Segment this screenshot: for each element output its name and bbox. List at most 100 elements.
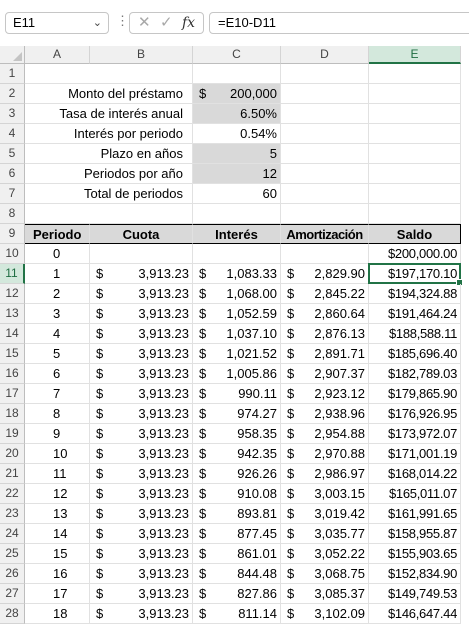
more-options-icon[interactable]: ⋮ <box>116 13 129 28</box>
column-title-periodo[interactable]: Periodo <box>25 224 90 244</box>
row-header[interactable]: 12 <box>0 284 25 304</box>
saldo-cell[interactable]: $161,991.65 <box>369 504 461 524</box>
row-header[interactable]: 13 <box>0 304 25 324</box>
periodo-cell[interactable]: 11 <box>25 464 90 484</box>
periodo-cell[interactable]: 10 <box>25 444 90 464</box>
empty-cell[interactable] <box>369 204 461 224</box>
row-header[interactable]: 4 <box>0 124 25 144</box>
cuota-cell[interactable]: $3,913.23 <box>90 344 193 364</box>
row-header[interactable]: 20 <box>0 444 25 464</box>
periodo-cell[interactable]: 1 <box>25 264 90 284</box>
empty-cell[interactable] <box>281 64 369 84</box>
amortizacion-cell[interactable]: $2,954.88 <box>281 424 369 444</box>
periodo-cell[interactable]: 2 <box>25 284 90 304</box>
amortizacion-cell[interactable]: $2,891.71 <box>281 344 369 364</box>
amortizacion-cell[interactable]: $3,102.09 <box>281 604 369 624</box>
periodo-cell[interactable]: 17 <box>25 584 90 604</box>
periodo-cell[interactable]: 13 <box>25 504 90 524</box>
empty-cell[interactable] <box>281 164 369 184</box>
formula-input[interactable]: =E10-D11 <box>209 12 469 34</box>
summary-value[interactable]: 0.54% <box>193 124 281 144</box>
row-header[interactable]: 14 <box>0 324 25 344</box>
summary-value[interactable]: 60 <box>193 184 281 204</box>
interes-cell[interactable]: $958.35 <box>193 424 281 444</box>
empty-cell[interactable] <box>369 184 461 204</box>
cuota-cell[interactable]: $3,913.23 <box>90 404 193 424</box>
cancel-icon[interactable]: ✕ <box>138 14 151 31</box>
empty-cell[interactable] <box>369 84 461 104</box>
interes-cell[interactable]: $827.86 <box>193 584 281 604</box>
empty-cell[interactable] <box>281 104 369 124</box>
row-header[interactable]: 22 <box>0 484 25 504</box>
periodo-cell[interactable]: 15 <box>25 544 90 564</box>
row-header[interactable]: 7 <box>0 184 25 204</box>
saldo-cell[interactable]: $182,789.03 <box>369 364 461 384</box>
column-title-saldo[interactable]: Saldo <box>369 224 461 244</box>
row-header[interactable]: 8 <box>0 204 25 224</box>
amortizacion-cell[interactable]: $3,068.75 <box>281 564 369 584</box>
periodo-cell[interactable]: 16 <box>25 564 90 584</box>
interes-cell[interactable]: $974.27 <box>193 404 281 424</box>
saldo-cell[interactable]: $200,000.00 <box>369 244 461 264</box>
summary-value[interactable]: 12 <box>193 164 281 184</box>
amortizacion-cell[interactable]: $2,829.90 <box>281 264 369 284</box>
interes-cell[interactable]: $1,037.10 <box>193 324 281 344</box>
saldo-cell[interactable]: $149,749.53 <box>369 584 461 604</box>
periodo-cell[interactable]: 5 <box>25 344 90 364</box>
empty-cell[interactable] <box>281 184 369 204</box>
periodo-cell[interactable]: 18 <box>25 604 90 624</box>
saldo-cell[interactable]: $173,972.07 <box>369 424 461 444</box>
saldo-cell[interactable]: $152,834.90 <box>369 564 461 584</box>
interes-cell[interactable]: $1,068.00 <box>193 284 281 304</box>
interes-cell[interactable]: $1,083.33 <box>193 264 281 284</box>
saldo-cell[interactable]: $188,588.11 <box>369 324 461 344</box>
chevron-down-icon[interactable]: ⌄ <box>92 17 102 29</box>
saldo-cell[interactable]: $176,926.95 <box>369 404 461 424</box>
periodo-cell[interactable]: 8 <box>25 404 90 424</box>
cuota-cell[interactable]: $3,913.23 <box>90 484 193 504</box>
interes-cell[interactable]: $811.14 <box>193 604 281 624</box>
amortizacion-cell[interactable]: $2,845.22 <box>281 284 369 304</box>
interes-cell[interactable]: $877.45 <box>193 524 281 544</box>
summary-value[interactable]: $200,000 <box>193 84 281 104</box>
saldo-cell[interactable]: $194,324.88 <box>369 284 461 304</box>
interes-cell[interactable]: $990.11 <box>193 384 281 404</box>
interes-cell[interactable]: $1,052.59 <box>193 304 281 324</box>
interes-cell[interactable] <box>193 244 281 264</box>
amortizacion-cell[interactable]: $2,970.88 <box>281 444 369 464</box>
cuota-cell[interactable]: $3,913.23 <box>90 464 193 484</box>
row-header[interactable]: 25 <box>0 544 25 564</box>
amortizacion-cell[interactable]: $2,907.37 <box>281 364 369 384</box>
enter-icon[interactable]: ✓ <box>160 14 173 31</box>
amortizacion-cell[interactable]: $2,986.97 <box>281 464 369 484</box>
saldo-cell[interactable]: $171,001.19 <box>369 444 461 464</box>
amortizacion-cell[interactable]: $2,938.96 <box>281 404 369 424</box>
interes-cell[interactable]: $1,021.52 <box>193 344 281 364</box>
summary-value[interactable] <box>193 204 281 224</box>
interes-cell[interactable]: $1,005.86 <box>193 364 281 384</box>
amortizacion-cell[interactable]: $3,019.42 <box>281 504 369 524</box>
cuota-cell[interactable]: $3,913.23 <box>90 584 193 604</box>
cuota-cell[interactable]: $3,913.23 <box>90 544 193 564</box>
amortizacion-cell[interactable]: $3,003.15 <box>281 484 369 504</box>
periodo-cell[interactable]: 6 <box>25 364 90 384</box>
row-header[interactable]: 18 <box>0 404 25 424</box>
row-header[interactable]: 15 <box>0 344 25 364</box>
saldo-cell[interactable]: $155,903.65 <box>369 544 461 564</box>
empty-cell[interactable] <box>369 104 461 124</box>
saldo-cell[interactable]: $165,011.07 <box>369 484 461 504</box>
row-header[interactable]: 9 <box>0 224 25 244</box>
saldo-cell[interactable]: $191,464.24 <box>369 304 461 324</box>
name-box[interactable]: E11 ⌄ <box>5 12 109 34</box>
summary-value[interactable] <box>193 64 281 84</box>
cuota-cell[interactable]: $3,913.23 <box>90 564 193 584</box>
cuota-cell[interactable]: $3,913.23 <box>90 284 193 304</box>
row-header[interactable]: 16 <box>0 364 25 384</box>
empty-cell[interactable] <box>369 144 461 164</box>
amortizacion-cell[interactable]: $3,035.77 <box>281 524 369 544</box>
cuota-cell[interactable]: $3,913.23 <box>90 424 193 444</box>
saldo-cell[interactable]: $197,170.10 <box>369 264 461 284</box>
column-title-cuota[interactable]: Cuota <box>90 224 193 244</box>
empty-cell[interactable] <box>369 124 461 144</box>
interes-cell[interactable]: $844.48 <box>193 564 281 584</box>
